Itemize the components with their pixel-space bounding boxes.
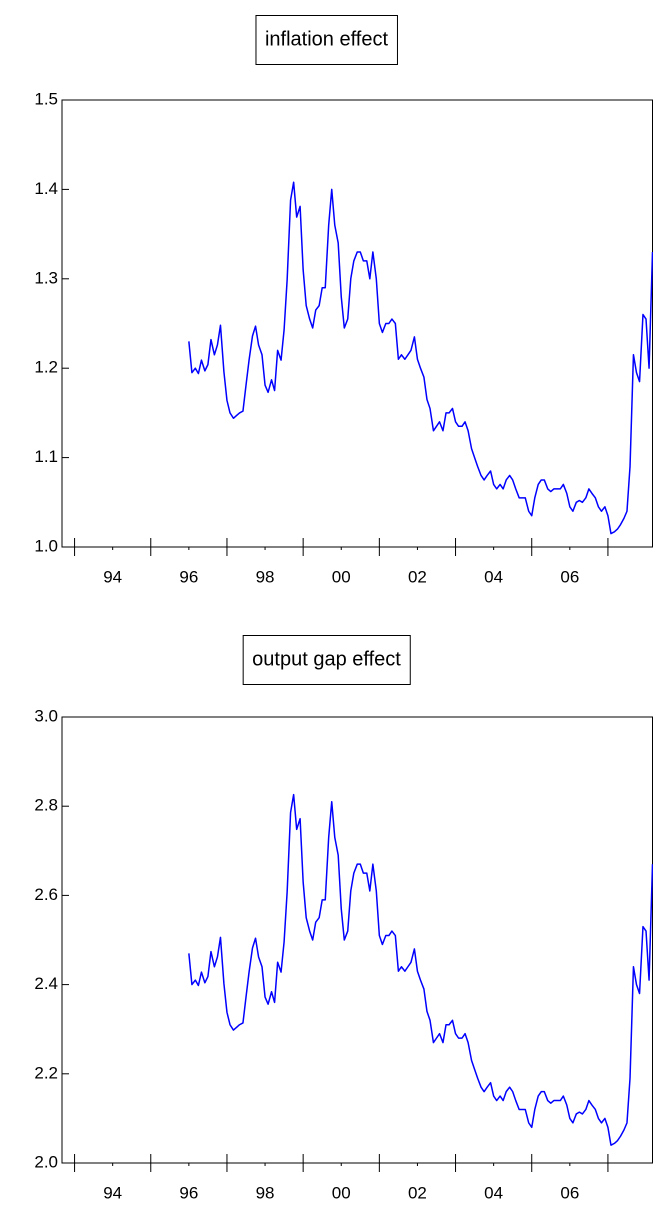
- y-tick-label: 1.0: [34, 536, 58, 555]
- x-tick-label: 96: [179, 1183, 198, 1202]
- y-tick-label: 2.8: [34, 796, 58, 815]
- y-tick-label: 1.2: [34, 358, 58, 377]
- x-tick-label: 94: [103, 1183, 122, 1202]
- y-tick-label: 1.1: [34, 447, 58, 466]
- x-tick-label: 98: [256, 1183, 275, 1202]
- x-tick-label: 00: [332, 567, 351, 586]
- x-tick-label: 04: [484, 1183, 503, 1202]
- chart-title: inflation effect: [265, 28, 388, 50]
- x-tick-label: 02: [408, 1183, 427, 1202]
- y-tick-label: 2.0: [34, 1152, 58, 1171]
- x-tick-label: 02: [408, 567, 427, 586]
- y-tick-label: 2.2: [34, 1063, 58, 1082]
- x-tick-label: 96: [179, 567, 198, 586]
- x-tick-label: 04: [484, 567, 503, 586]
- chart-title: output gap effect: [252, 648, 401, 670]
- title-box: [242, 635, 411, 685]
- y-tick-label: 3.0: [34, 706, 58, 725]
- y-tick-label: 1.5: [34, 89, 58, 108]
- plot-frame: [61, 99, 653, 548]
- y-tick-label: 1.3: [34, 268, 58, 287]
- x-tick-label: 06: [560, 1183, 579, 1202]
- x-tick-label: 00: [332, 1183, 351, 1202]
- title-box: [255, 15, 398, 65]
- x-tick-label: 98: [256, 567, 275, 586]
- data-line: [188, 181, 653, 535]
- x-tick-label: 06: [560, 567, 579, 586]
- y-tick-label: 2.4: [34, 974, 58, 993]
- y-tick-label: 1.4: [34, 179, 58, 198]
- x-tick-label: 94: [103, 567, 122, 586]
- data-line: [188, 793, 653, 1146]
- y-tick-label: 2.6: [34, 885, 58, 904]
